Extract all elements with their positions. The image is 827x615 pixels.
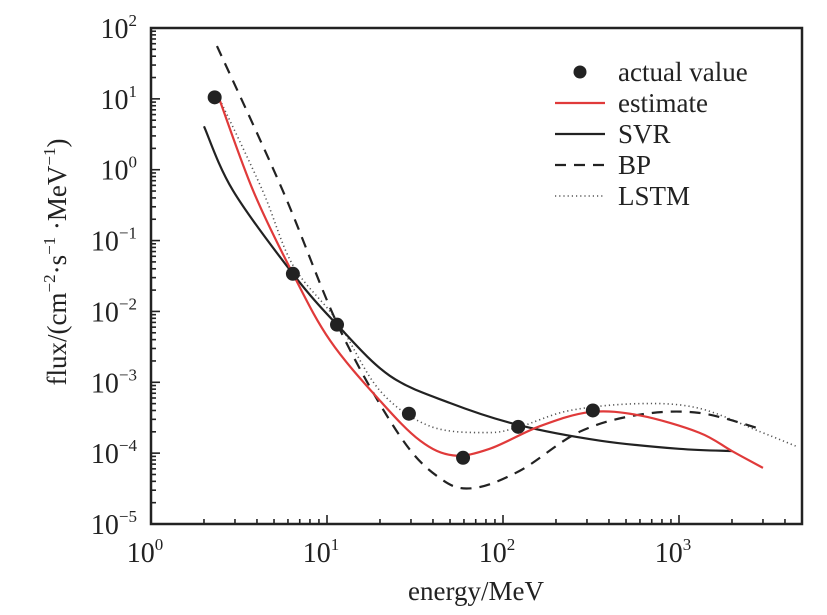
- data-point-actual-value: [511, 419, 526, 434]
- y-tick-label: 10−3: [91, 365, 137, 399]
- data-point-actual-value: [207, 90, 222, 105]
- x-axis-label: energy/MeV: [408, 576, 544, 606]
- x-tick-label: 101: [303, 535, 340, 569]
- y-tick-label: 102: [101, 11, 138, 45]
- y-tick-label: 10−1: [91, 224, 137, 258]
- y-tick-label: 10−4: [91, 436, 138, 470]
- y-tick-label: 10−5: [91, 507, 137, 541]
- y-tick-label: 101: [101, 82, 138, 116]
- data-point-actual-value: [585, 403, 600, 418]
- legend-label-lstm: LSTM: [618, 181, 690, 211]
- x-tick-label: 100: [127, 535, 164, 569]
- legend-marker-actual-value: [573, 65, 587, 79]
- legend-label-svr: SVR: [618, 119, 671, 149]
- legend-label-estimate: estimate: [618, 88, 708, 118]
- y-tick-label: 100: [101, 153, 138, 187]
- legend-label-bp: BP: [618, 150, 651, 180]
- series-layer: [202, 45, 796, 490]
- y-tick-label: 10−2: [91, 294, 137, 328]
- series-line-estimate: [216, 94, 764, 469]
- series-line-svr: [202, 125, 733, 453]
- x-tick-label: 103: [655, 535, 692, 569]
- y-axis-label: flux/(cm−2·s−1 ·MeV−1): [40, 139, 72, 386]
- y-tick-labels: 102 101 100 10−1 10−2 10−3 10−4 10−5: [91, 11, 138, 541]
- legend-label-actual-value: actual value: [618, 57, 748, 87]
- plot-frame: [149, 26, 804, 526]
- data-point-actual-value: [456, 450, 471, 465]
- data-point-actual-value: [285, 266, 300, 281]
- data-point-actual-value: [330, 317, 345, 332]
- data-point-actual-value: [401, 406, 416, 421]
- x-tick-label: 102: [479, 535, 516, 569]
- x-tick-labels: 100 101 102 103: [127, 535, 692, 569]
- series-line-lstm: [219, 99, 796, 447]
